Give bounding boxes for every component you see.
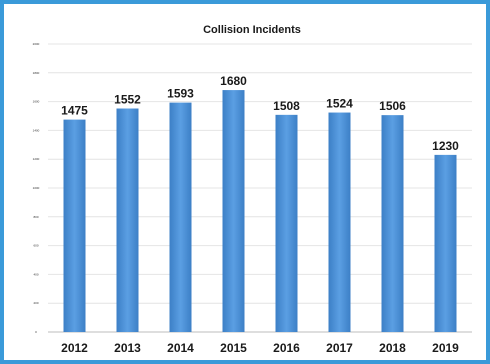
bars <box>63 90 457 333</box>
value-labels: 1475 1552 1593 1680 1508 1524 1506 1230 <box>61 74 459 153</box>
y-tick-label: 2000 <box>33 42 40 46</box>
x-tick-label-2012: 2012 <box>61 341 88 355</box>
x-tick-label-2013: 2013 <box>114 341 141 355</box>
gridlines <box>48 43 472 333</box>
x-tick-label-2017: 2017 <box>326 341 353 355</box>
x-tick-label-2019: 2019 <box>432 341 459 355</box>
bar-2018 <box>381 115 404 332</box>
bar-2013 <box>116 108 139 333</box>
value-label-2018: 1506 <box>379 99 406 113</box>
bar-2015 <box>222 90 245 332</box>
y-tick-label: 600 <box>33 244 38 248</box>
value-label-2019: 1230 <box>432 139 459 153</box>
x-tick-label-2015: 2015 <box>220 341 247 355</box>
bar-2016 <box>275 114 298 333</box>
bar-2019 <box>434 154 457 332</box>
value-label-2015: 1680 <box>220 74 247 88</box>
bar-2012 <box>63 119 86 332</box>
x-tick-label-2014: 2014 <box>167 341 194 355</box>
y-tick-label: 1400 <box>33 128 40 132</box>
value-label-2017: 1524 <box>326 97 353 111</box>
y-tick-label: 1000 <box>33 186 40 190</box>
x-tick-label-2016: 2016 <box>273 341 300 355</box>
y-tick-label: 1200 <box>33 157 40 161</box>
y-axis-ticks: 0 200 400 600 800 1000 1200 1400 1600 1800 2000 <box>33 42 40 334</box>
x-axis-labels: 2012 2013 2014 2015 2016 2017 2018 2019 <box>61 341 459 355</box>
value-label-2012: 1475 <box>61 104 88 118</box>
y-tick-label: 400 <box>33 272 38 276</box>
y-tick-label: 0 <box>35 330 37 334</box>
value-label-2014: 1593 <box>167 87 194 101</box>
y-tick-label: 1600 <box>33 100 40 104</box>
bar-2014 <box>169 102 192 332</box>
y-tick-label: 200 <box>33 301 38 305</box>
value-label-2016: 1508 <box>273 99 300 113</box>
value-label-2013: 1552 <box>114 93 141 107</box>
x-tick-label-2018: 2018 <box>379 341 406 355</box>
y-tick-label: 800 <box>33 215 38 219</box>
bar-2017 <box>328 112 351 332</box>
chart-title: Collision Incidents <box>203 24 301 36</box>
y-tick-label: 1800 <box>33 71 40 75</box>
